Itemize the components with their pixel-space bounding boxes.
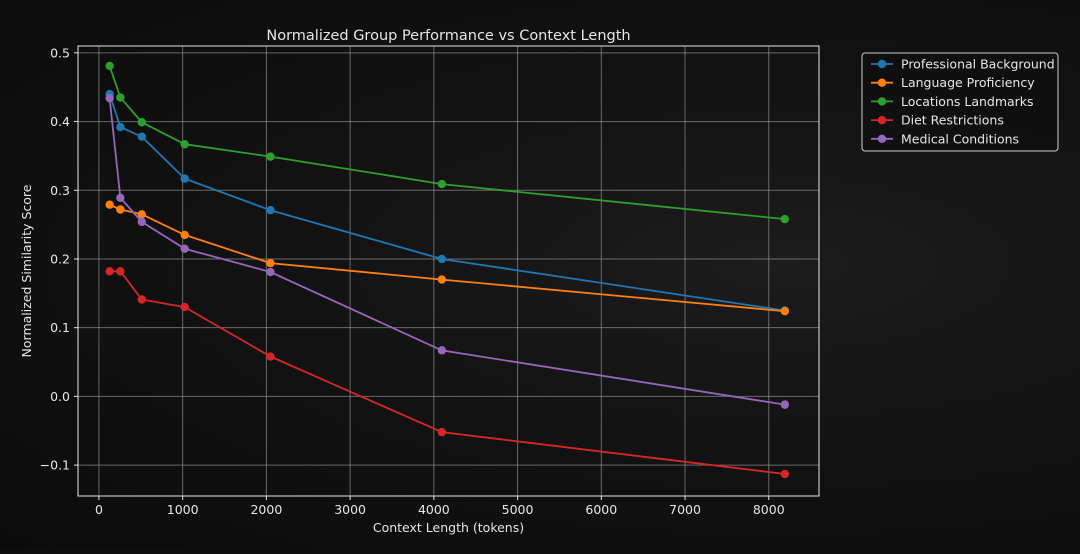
legend-label: Diet Restrictions	[901, 113, 1004, 128]
legend-item: Locations Landmarks	[871, 94, 1034, 109]
data-point	[116, 267, 125, 276]
legend-label: Professional Background	[901, 57, 1055, 72]
data-point	[180, 140, 189, 149]
y-tick-label: 0.3	[50, 183, 70, 198]
series-medical-conditions	[105, 94, 790, 409]
data-point	[105, 267, 114, 276]
data-point	[137, 132, 147, 141]
x-tick-label: 3000	[334, 502, 366, 517]
data-point	[780, 469, 790, 479]
legend-label: Language Proficiency	[901, 75, 1035, 90]
data-point	[137, 118, 147, 127]
series-line	[108, 98, 785, 406]
data-point	[266, 258, 275, 268]
legend-swatch-marker	[877, 59, 887, 69]
data-point	[437, 254, 447, 264]
data-point	[437, 275, 447, 284]
x-tick-label: 1000	[167, 502, 199, 517]
y-tick-label: 0.5	[50, 45, 70, 60]
tick-layer: 0 1000 2000 3000 4000 5000 6000 7000 8000 −0.1 0.0…	[40, 45, 785, 517]
data-point	[105, 200, 114, 209]
chart-title: Normalized Group Performance vs Context …	[266, 28, 630, 44]
legend-label: Locations Landmarks	[901, 94, 1034, 109]
legend-swatch-marker	[877, 134, 887, 143]
series-locations-landmarks	[105, 61, 790, 224]
x-tick-label: 2000	[250, 502, 282, 517]
series-line	[108, 93, 785, 312]
data-point	[437, 346, 447, 355]
y-tick-label: 0.0	[50, 389, 70, 404]
x-tick-label: 6000	[585, 502, 617, 517]
data-point	[116, 205, 125, 214]
data-point	[137, 295, 147, 304]
data-point	[116, 122, 125, 132]
legend-label: Medical Conditions	[901, 131, 1019, 146]
data-point	[180, 302, 189, 312]
legend-item: Medical Conditions	[871, 131, 1019, 146]
x-tick-label: 7000	[669, 502, 701, 517]
data-point	[780, 214, 790, 224]
y-tick-label: 0.2	[50, 251, 70, 266]
legend-swatch-marker	[877, 115, 887, 125]
data-point	[266, 352, 275, 361]
data-point	[105, 61, 114, 71]
data-point	[180, 230, 189, 240]
x-axis-label: Context Length (tokens)	[373, 520, 524, 535]
legend-item: Diet Restrictions	[871, 113, 1004, 128]
data-point	[116, 193, 125, 203]
plot-frame	[77, 45, 820, 497]
series-diet-restrictions	[105, 267, 790, 479]
y-tick-label: −0.1	[40, 458, 70, 473]
x-tick-label: 0	[95, 502, 103, 517]
grid-layer	[78, 46, 819, 496]
y-tick-label: 0.4	[50, 114, 70, 129]
data-point	[437, 427, 447, 437]
data-point	[105, 94, 114, 103]
data-point	[180, 244, 189, 253]
y-axis-label: Normalized Similarity Score	[19, 184, 34, 357]
data-point	[137, 217, 147, 227]
y-tick-label: 0.1	[50, 320, 70, 335]
data-point	[180, 174, 189, 183]
legend-frame	[861, 52, 1059, 152]
x-tick-label: 8000	[753, 502, 785, 517]
x-tick-label: 5000	[502, 502, 534, 517]
data-point	[266, 205, 275, 215]
legend-swatch-marker	[877, 78, 887, 87]
series-language-proficiency	[105, 200, 790, 316]
data-point	[137, 210, 147, 219]
x-tick-label: 4000	[418, 502, 450, 517]
series-layer	[105, 61, 790, 479]
data-point	[780, 400, 790, 409]
legend-item: Professional Background	[871, 57, 1055, 72]
data-point	[266, 267, 275, 277]
legend-swatch-marker	[877, 97, 887, 106]
data-point	[266, 152, 275, 161]
data-point	[116, 93, 125, 102]
data-point	[437, 179, 447, 189]
series-line	[108, 65, 785, 220]
legend: Professional Background Language Proficie…	[861, 52, 1059, 152]
legend-item: Language Proficiency	[871, 75, 1035, 90]
data-point	[780, 306, 790, 316]
